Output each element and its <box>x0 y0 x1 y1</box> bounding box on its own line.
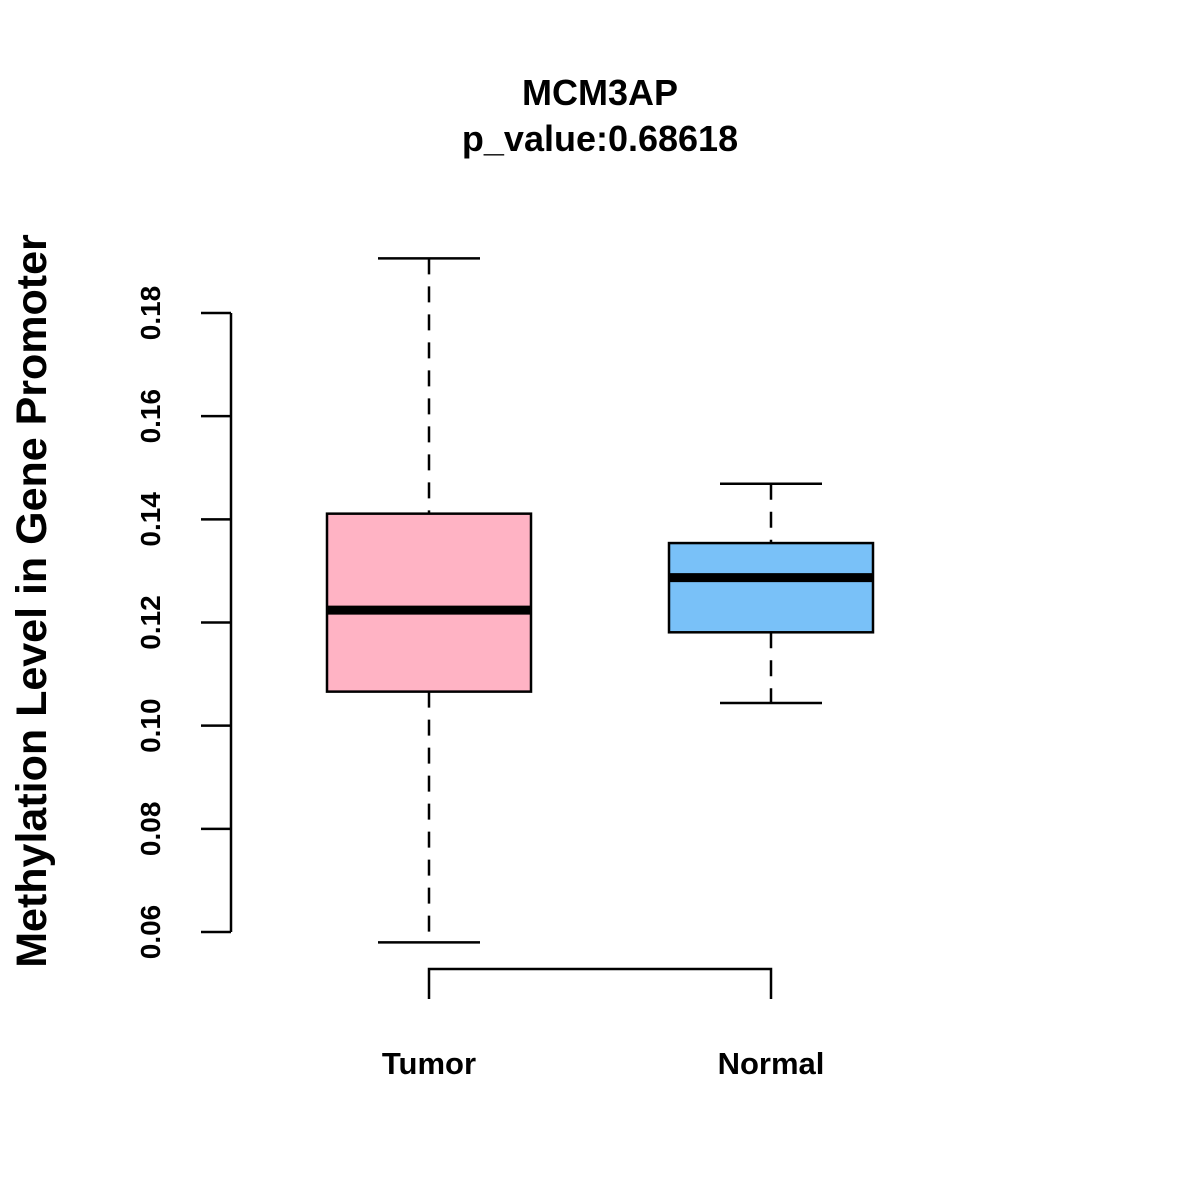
y-tick-label: 0.06 <box>135 905 166 960</box>
x-axis-categories: Tumor Normal <box>382 1046 824 1081</box>
category-label-normal: Normal <box>718 1046 825 1081</box>
category-label-tumor: Tumor <box>382 1046 476 1081</box>
y-tick-label: 0.18 <box>135 286 166 341</box>
y-tick-label: 0.10 <box>135 698 166 753</box>
y-tick-label: 0.08 <box>135 802 166 857</box>
y-axis-label: Methylation Level in Gene Promoter <box>8 234 56 968</box>
box-tumor <box>325 257 533 944</box>
comparison-bracket <box>427 967 773 999</box>
box-body <box>325 512 533 693</box>
box-body <box>667 541 875 634</box>
box-group <box>325 257 875 944</box>
y-tick-label: 0.16 <box>135 389 166 444</box>
bracket-line <box>427 967 773 999</box>
y-tick-label: 0.12 <box>135 595 166 650</box>
box-normal <box>667 482 875 705</box>
chart-title: MCM3AP <box>522 72 678 113</box>
chart-subtitle: p_value:0.68618 <box>462 118 738 159</box>
y-axis: 0.06 0.08 0.10 0.12 0.14 0.16 0.18 <box>135 286 233 960</box>
y-tick-label: 0.14 <box>135 492 166 547</box>
